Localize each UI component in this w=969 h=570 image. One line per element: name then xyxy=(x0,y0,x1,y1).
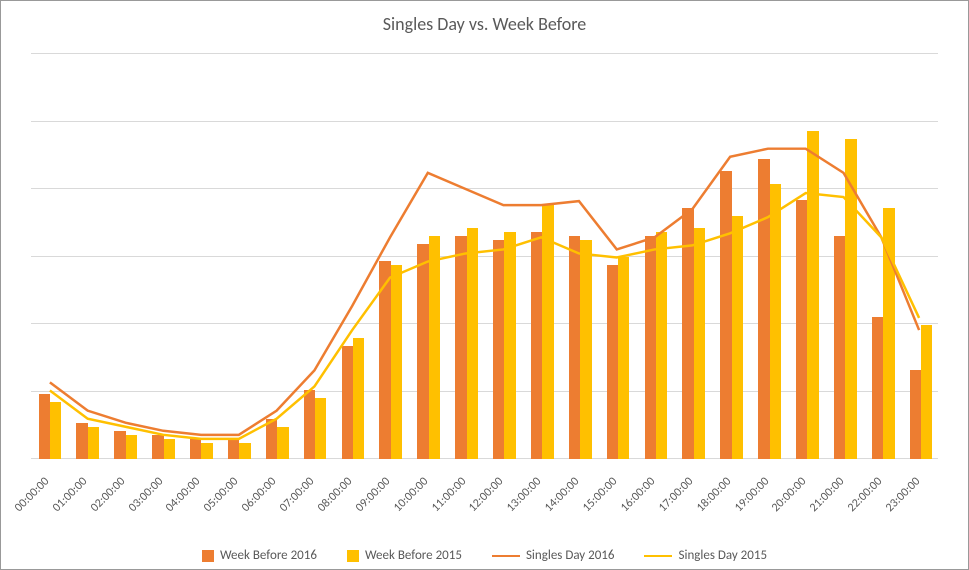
legend-item-week_before_2016: Week Before 2016 xyxy=(202,548,317,563)
bar-week_before_2016 xyxy=(607,265,618,459)
legend-label: Singles Day 2016 xyxy=(526,548,615,563)
x-axis-label: 09:00:00 xyxy=(353,475,393,515)
bar-week_before_2016 xyxy=(910,370,921,459)
legend-item-singles_day_2016: Singles Day 2016 xyxy=(492,548,615,563)
bar-week_before_2015 xyxy=(88,427,99,459)
x-axis-label: 11:00:00 xyxy=(429,475,469,515)
bar-week_before_2015 xyxy=(201,443,212,459)
bar-week_before_2015 xyxy=(580,240,591,459)
bar-week_before_2015 xyxy=(429,236,440,459)
bar-week_before_2016 xyxy=(342,346,353,459)
plot-area: 00:00:0001:00:0002:00:0003:00:0004:00:00… xyxy=(31,56,938,459)
legend-swatch-line xyxy=(644,555,672,557)
bar-week_before_2016 xyxy=(76,423,87,459)
bar-week_before_2015 xyxy=(694,228,705,459)
x-axis-label: 19:00:00 xyxy=(732,475,772,515)
bar-week_before_2015 xyxy=(391,265,402,459)
bar-week_before_2016 xyxy=(645,236,656,459)
bar-week_before_2015 xyxy=(807,131,818,459)
legend-label: Singles Day 2015 xyxy=(678,548,767,563)
x-axis-label: 17:00:00 xyxy=(656,475,696,515)
bar-week_before_2015 xyxy=(315,398,326,459)
bar-week_before_2016 xyxy=(190,439,201,459)
bar-week_before_2015 xyxy=(467,228,478,459)
legend-item-singles_day_2015: Singles Day 2015 xyxy=(644,548,767,563)
grid-line xyxy=(31,188,938,189)
bar-week_before_2016 xyxy=(569,236,580,459)
bar-week_before_2016 xyxy=(379,261,390,459)
x-axis-label: 12:00:00 xyxy=(466,475,506,515)
legend-label: Week Before 2016 xyxy=(220,548,317,563)
bar-week_before_2015 xyxy=(504,232,515,459)
x-axis-label: 06:00:00 xyxy=(239,475,279,515)
legend-swatch-bar xyxy=(347,550,359,562)
bar-week_before_2015 xyxy=(164,439,175,459)
bar-week_before_2015 xyxy=(353,338,364,460)
x-axis-label: 15:00:00 xyxy=(580,475,620,515)
chart-title: Singles Day vs. Week Before xyxy=(1,1,968,35)
grid-line xyxy=(31,121,938,122)
x-axis-label: 07:00:00 xyxy=(277,475,317,515)
bar-week_before_2016 xyxy=(304,390,315,459)
x-axis-label: 01:00:00 xyxy=(50,475,90,515)
bar-week_before_2016 xyxy=(266,419,277,460)
line-singles_day_2016 xyxy=(50,149,919,435)
bar-week_before_2016 xyxy=(834,236,845,459)
x-axis-label: 14:00:00 xyxy=(542,475,582,515)
legend-item-week_before_2015: Week Before 2015 xyxy=(347,548,462,563)
x-axis-label: 20:00:00 xyxy=(769,475,809,515)
x-axis-label: 05:00:00 xyxy=(201,475,241,515)
x-axis-label: 00:00:00 xyxy=(12,475,52,515)
bar-week_before_2015 xyxy=(883,208,894,459)
x-axis-label: 23:00:00 xyxy=(883,475,923,515)
x-axis-label: 08:00:00 xyxy=(315,475,355,515)
line-singles_day_2015 xyxy=(50,193,919,439)
x-axis-label: 16:00:00 xyxy=(618,475,658,515)
bar-week_before_2016 xyxy=(758,159,769,459)
bar-week_before_2016 xyxy=(872,317,883,459)
bar-week_before_2016 xyxy=(114,431,125,459)
bar-week_before_2015 xyxy=(239,443,250,459)
grid-line xyxy=(31,53,938,54)
bar-week_before_2015 xyxy=(770,184,781,459)
x-axis-label: 13:00:00 xyxy=(504,475,544,515)
bar-week_before_2016 xyxy=(152,435,163,459)
bar-week_before_2015 xyxy=(656,232,667,459)
x-axis-label: 03:00:00 xyxy=(126,475,166,515)
bar-week_before_2016 xyxy=(531,232,542,459)
bar-week_before_2016 xyxy=(720,171,731,459)
bar-week_before_2016 xyxy=(493,240,504,459)
bar-week_before_2016 xyxy=(682,208,693,459)
bar-week_before_2015 xyxy=(542,204,553,459)
chart-container: Singles Day vs. Week Before 00:00:0001:0… xyxy=(0,0,969,570)
bar-week_before_2015 xyxy=(126,435,137,459)
bar-week_before_2015 xyxy=(732,216,743,459)
legend: Week Before 2016 Week Before 2015 Singles … xyxy=(1,548,968,563)
bar-week_before_2015 xyxy=(921,325,932,459)
bar-week_before_2016 xyxy=(455,236,466,459)
x-axis-label: 22:00:00 xyxy=(845,475,885,515)
x-axis-label: 10:00:00 xyxy=(391,475,431,515)
bar-week_before_2015 xyxy=(618,257,629,460)
bar-week_before_2016 xyxy=(39,394,50,459)
bar-week_before_2015 xyxy=(50,402,61,459)
bar-week_before_2016 xyxy=(228,439,239,459)
x-axis-label: 04:00:00 xyxy=(163,475,203,515)
legend-swatch-bar xyxy=(202,550,214,562)
x-axis-label: 02:00:00 xyxy=(88,475,128,515)
bar-week_before_2015 xyxy=(277,427,288,459)
bar-week_before_2016 xyxy=(796,200,807,459)
legend-label: Week Before 2015 xyxy=(365,548,462,563)
x-axis-label: 21:00:00 xyxy=(807,475,847,515)
x-axis-label: 18:00:00 xyxy=(694,475,734,515)
legend-swatch-line xyxy=(492,555,520,557)
bar-week_before_2016 xyxy=(417,244,428,459)
bar-week_before_2015 xyxy=(845,139,856,459)
